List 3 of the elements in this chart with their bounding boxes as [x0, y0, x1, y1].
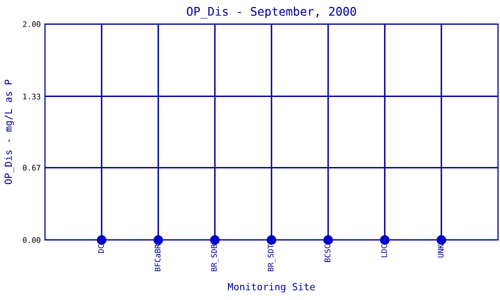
chart-title: OP_Dis - September, 2000 [186, 6, 356, 18]
x-axis-title: Monitoring Site [228, 282, 315, 292]
y-axis-title: OP_Dis - mg/L as P [4, 80, 14, 184]
